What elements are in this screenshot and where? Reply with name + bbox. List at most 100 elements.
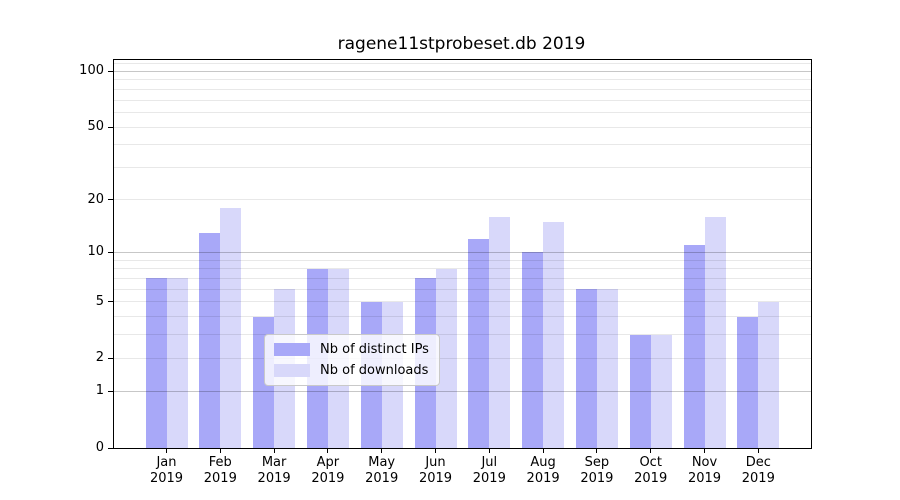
y-tick-20 [108, 199, 114, 200]
y-tick-label-1: 1 [95, 383, 104, 399]
x-label-year: 2019 [149, 471, 184, 486]
x-tick-label-oct: Oct 2019 [623, 455, 679, 487]
x-label-month: Nov [691, 455, 718, 470]
x-label-year: 2019 [418, 471, 453, 486]
bar-aug-ips [522, 252, 544, 448]
bar-jan-downloads [166, 278, 188, 448]
x-label-year: 2019 [365, 471, 399, 486]
x-tick-label-may: May 2019 [354, 455, 410, 487]
y-tick-label-10: 10 [87, 244, 104, 260]
x-tick-dec [757, 448, 759, 453]
legend: Nb of distinct IPs Nb of downloads [264, 334, 440, 386]
x-tick-sep [596, 448, 598, 453]
y-tick-50 [108, 126, 114, 128]
x-tick-label-apr: Apr 2019 [300, 455, 356, 487]
x-tick-label-aug: Aug 2019 [515, 455, 571, 487]
y-tick-label-100: 100 [79, 63, 104, 79]
gridline-minor [114, 126, 811, 128]
gridline-minor [114, 63, 811, 65]
x-tick-label-nov: Nov 2019 [677, 455, 733, 487]
x-tick-jun [435, 448, 436, 453]
legend-label-distinct-ips: Nb of distinct IPs [320, 341, 429, 357]
gridline-minor [114, 79, 811, 81]
gridline-minor [114, 334, 811, 336]
gridline-minor [114, 301, 811, 303]
bar-dec-downloads [758, 301, 780, 448]
x-label-year: 2019 [687, 471, 722, 486]
bar-sep-ips [575, 289, 597, 448]
gridline-minor [114, 99, 811, 101]
y-tick-0 [108, 447, 114, 449]
bar-dec-ips [737, 316, 759, 448]
gridline-major [114, 390, 811, 392]
x-tick-label-dec: Dec 2019 [730, 455, 786, 487]
bar-nov-ips [683, 245, 705, 448]
x-label-month: May [368, 455, 396, 470]
x-label-month: Jul [481, 455, 498, 470]
x-label-month: Feb [208, 455, 232, 470]
x-label-year: 2019 [472, 471, 506, 486]
x-tick-feb [219, 448, 221, 453]
x-tick-jan [166, 448, 167, 453]
x-tick-apr [327, 448, 329, 453]
x-tick-nov [704, 448, 705, 453]
gridline-minor [114, 167, 811, 169]
y-tick-label-5: 5 [95, 293, 104, 309]
y-tick-5 [108, 301, 114, 303]
bar-feb-ips [199, 232, 221, 448]
x-label-year: 2019 [203, 471, 237, 486]
y-tick-10 [108, 251, 114, 253]
x-label-month: Jun [425, 455, 446, 470]
legend-label-downloads: Nb of downloads [320, 362, 429, 378]
x-label-month: Oct [639, 455, 662, 470]
chart-title: ragene11stprobeset.db 2019 [337, 34, 586, 54]
x-label-year: 2019 [580, 471, 614, 486]
x-label-month: Apr [316, 455, 340, 470]
bar-jan-ips [145, 278, 167, 448]
gridline-minor [114, 316, 811, 318]
gridline-minor [114, 288, 811, 290]
x-label-month: Aug [530, 455, 556, 470]
y-tick-label-2: 2 [95, 350, 104, 366]
x-tick-aug [542, 448, 544, 453]
x-tick-mar [273, 448, 275, 453]
x-tick-jul [488, 448, 490, 453]
x-label-year: 2019 [311, 471, 345, 486]
x-tick-label-sep: Sep 2019 [569, 455, 625, 487]
gridline-minor [114, 112, 811, 113]
x-label-month: Dec [745, 455, 771, 470]
legend-item-distinct-ips: Nb of distinct IPs [274, 340, 429, 359]
x-label-year: 2019 [634, 471, 668, 486]
gridline-minor [114, 268, 811, 270]
plot-area: 0 1 2 5 10 20 50 100 Jan 2019 Feb 2019 Mar 2019 Apr 201… [79, 59, 812, 486]
x-tick-oct [650, 448, 652, 453]
x-tick-label-mar: Mar 2019 [246, 455, 302, 487]
x-tick-label-jan: Jan 2019 [139, 455, 195, 487]
y-tick-1 [108, 390, 114, 392]
gridline-major [114, 251, 811, 253]
bar-aug-downloads [543, 221, 565, 448]
gridline-major [114, 70, 811, 72]
y-tick-100 [108, 70, 114, 72]
x-label-year: 2019 [741, 471, 775, 486]
bar-oct-downloads [650, 334, 672, 448]
gridline-minor [114, 357, 811, 359]
bar-nov-downloads [704, 216, 726, 448]
x-tick-may [381, 448, 383, 453]
x-tick-label-jul: Jul 2019 [461, 455, 517, 487]
gridline-minor [114, 144, 811, 146]
legend-swatch-downloads [274, 364, 310, 377]
gridline-minor [114, 199, 811, 200]
legend-swatch-distinct-ips [274, 343, 310, 356]
y-tick-label-20: 20 [87, 191, 104, 207]
gridline-minor [114, 88, 811, 90]
bar-oct-ips [629, 334, 651, 448]
bar-feb-downloads [220, 207, 242, 448]
x-tick-label-jun: Jun 2019 [408, 455, 464, 487]
legend-item-downloads: Nb of downloads [274, 361, 429, 380]
x-label-month: Jan [156, 455, 177, 470]
x-label-year: 2019 [526, 471, 560, 486]
gridline-minor [114, 277, 811, 279]
y-tick-label-0: 0 [95, 440, 104, 455]
